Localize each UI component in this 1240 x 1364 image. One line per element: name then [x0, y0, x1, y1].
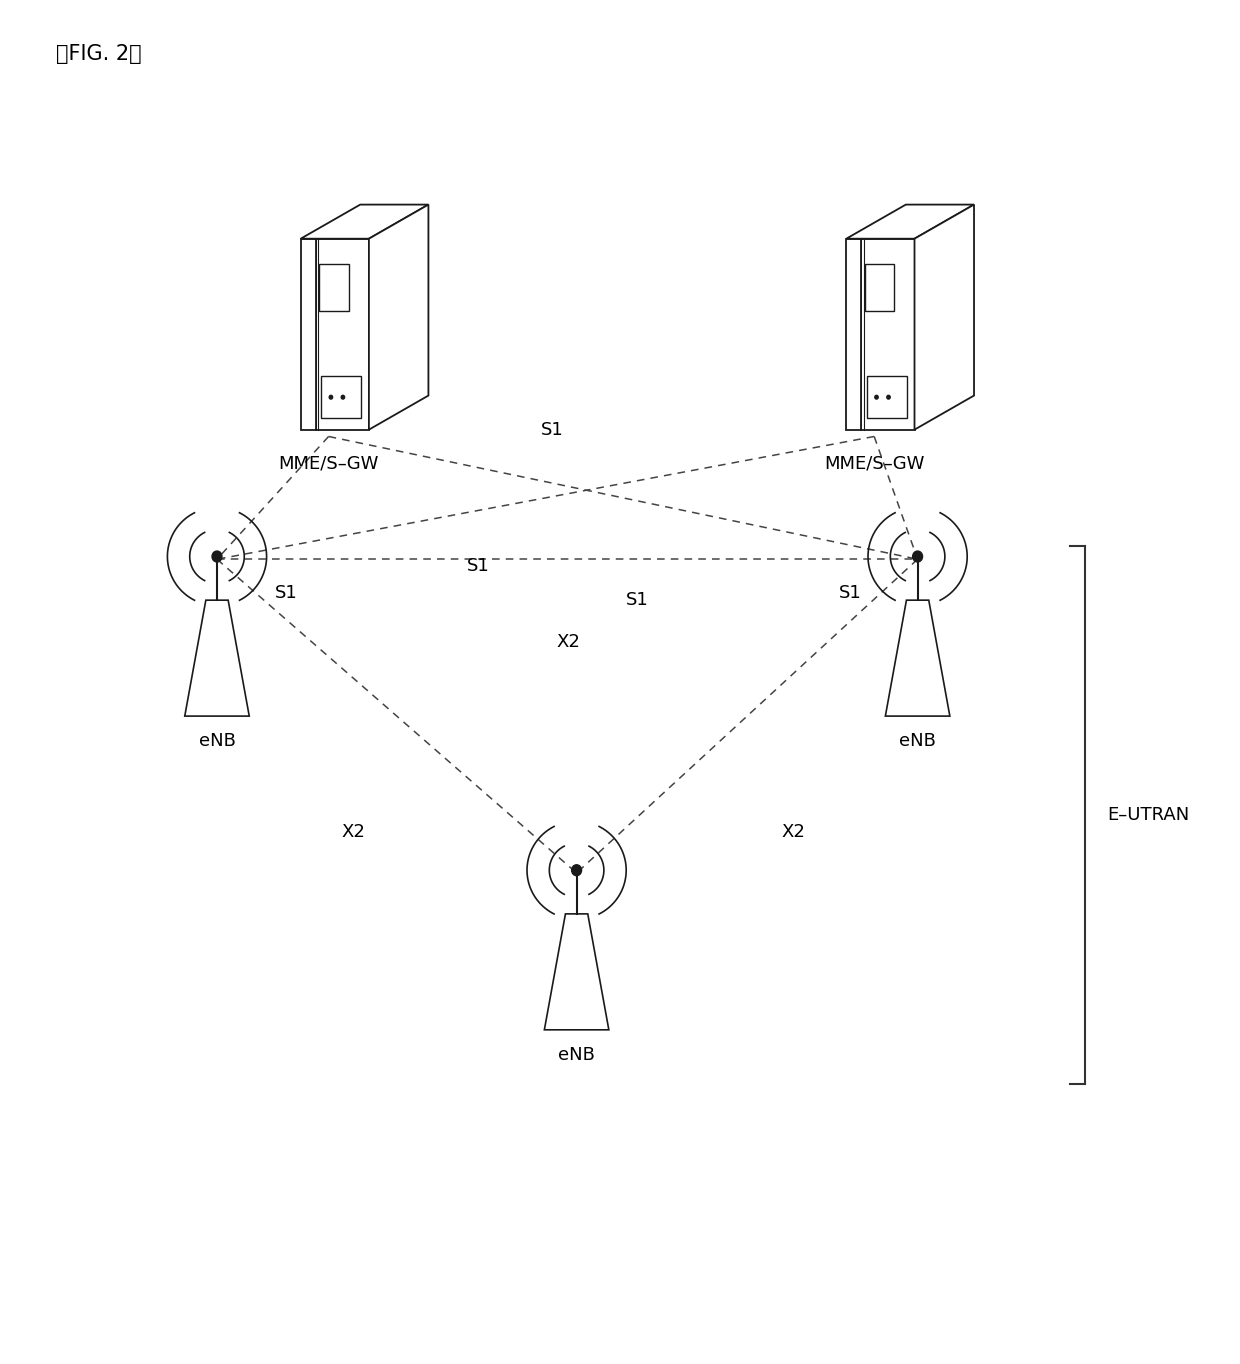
- Circle shape: [329, 396, 332, 400]
- Polygon shape: [861, 239, 915, 430]
- Text: 』FIG. 2】: 』FIG. 2】: [56, 44, 141, 64]
- Text: S1: S1: [839, 584, 862, 603]
- Text: E–UTRAN: E–UTRAN: [1107, 806, 1189, 824]
- Polygon shape: [301, 239, 315, 430]
- Text: MME/S–GW: MME/S–GW: [825, 454, 924, 472]
- Polygon shape: [885, 600, 950, 716]
- Polygon shape: [915, 205, 975, 430]
- Text: S1: S1: [467, 557, 490, 576]
- Text: eNB: eNB: [558, 1046, 595, 1064]
- Polygon shape: [846, 205, 975, 239]
- Text: X2: X2: [556, 633, 580, 651]
- Circle shape: [572, 865, 582, 876]
- Circle shape: [887, 396, 890, 400]
- Polygon shape: [185, 600, 249, 716]
- Text: MME/S–GW: MME/S–GW: [279, 454, 378, 472]
- Polygon shape: [846, 239, 861, 430]
- Polygon shape: [867, 376, 906, 419]
- Text: S1: S1: [626, 591, 649, 610]
- Circle shape: [874, 396, 878, 400]
- Polygon shape: [370, 205, 429, 430]
- Polygon shape: [544, 914, 609, 1030]
- Circle shape: [913, 551, 923, 562]
- Text: X2: X2: [342, 822, 366, 842]
- Text: X2: X2: [781, 822, 805, 842]
- Polygon shape: [320, 263, 348, 311]
- Polygon shape: [301, 205, 429, 239]
- Polygon shape: [321, 376, 361, 419]
- Polygon shape: [866, 263, 894, 311]
- Circle shape: [212, 551, 222, 562]
- Text: S1: S1: [541, 420, 563, 439]
- Polygon shape: [315, 239, 370, 430]
- Circle shape: [341, 396, 345, 400]
- Text: S1: S1: [275, 584, 298, 603]
- Text: eNB: eNB: [899, 732, 936, 750]
- Text: eNB: eNB: [198, 732, 236, 750]
